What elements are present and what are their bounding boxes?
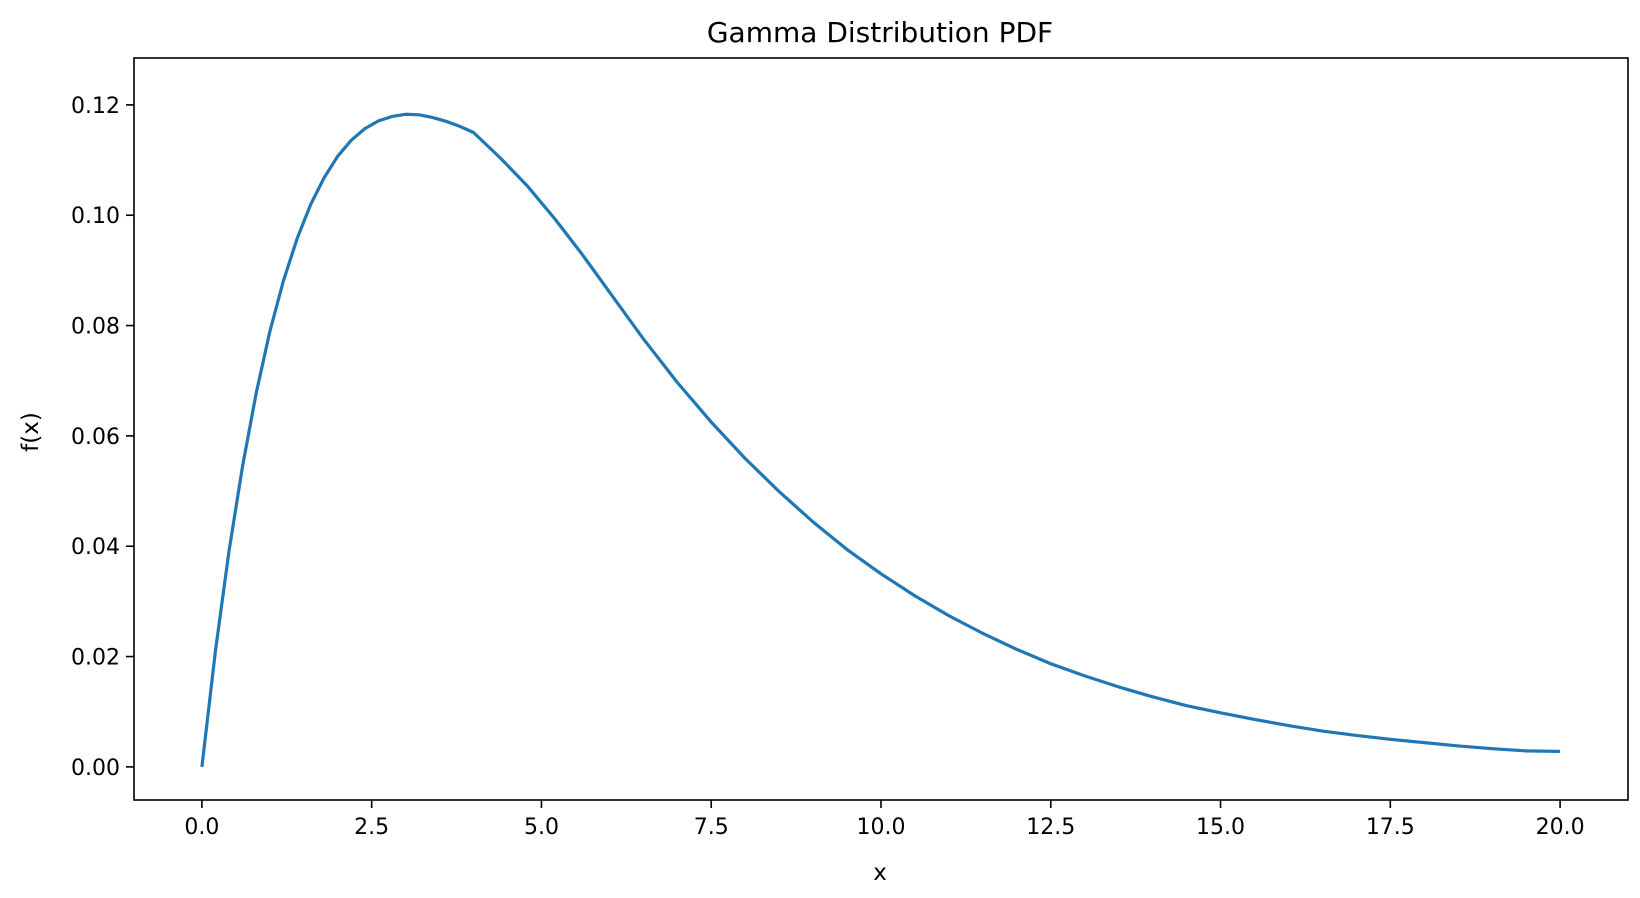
x-tick-label: 17.5 bbox=[1366, 815, 1415, 840]
x-tick-label: 0.0 bbox=[184, 815, 219, 840]
chart-title: Gamma Distribution PDF bbox=[707, 16, 1053, 49]
y-tick-label: 0.08 bbox=[71, 315, 120, 340]
y-tick-label: 0.12 bbox=[71, 94, 120, 119]
x-axis-label: x bbox=[873, 860, 887, 886]
x-tick-label: 15.0 bbox=[1196, 815, 1245, 840]
y-tick-label: 0.06 bbox=[71, 425, 120, 450]
plot-area bbox=[133, 57, 1629, 801]
y-tick-label: 0.00 bbox=[71, 756, 120, 781]
y-axis-label: f(x) bbox=[18, 412, 44, 452]
y-axis: 0.00 0.02 0.04 0.06 0.08 0.10 0.12 bbox=[71, 94, 134, 781]
x-tick-label: 2.5 bbox=[354, 815, 389, 840]
axes-frame bbox=[133, 57, 1629, 801]
x-tick-label: 5.0 bbox=[524, 815, 559, 840]
series-line-0 bbox=[200, 112, 1561, 768]
y-tick-label: 0.10 bbox=[71, 204, 120, 229]
x-tick-label: 20.0 bbox=[1536, 815, 1585, 840]
y-tick-label: 0.04 bbox=[71, 535, 120, 560]
series-group bbox=[200, 112, 1561, 768]
x-axis: 0.0 2.5 5.0 7.5 10.0 12.5 15.0 17.5 20.0 bbox=[184, 800, 1585, 840]
x-tick-label: 7.5 bbox=[694, 815, 729, 840]
x-tick-label: 10.0 bbox=[857, 815, 906, 840]
y-tick-label: 0.02 bbox=[71, 646, 120, 671]
x-tick-label: 12.5 bbox=[1026, 815, 1075, 840]
